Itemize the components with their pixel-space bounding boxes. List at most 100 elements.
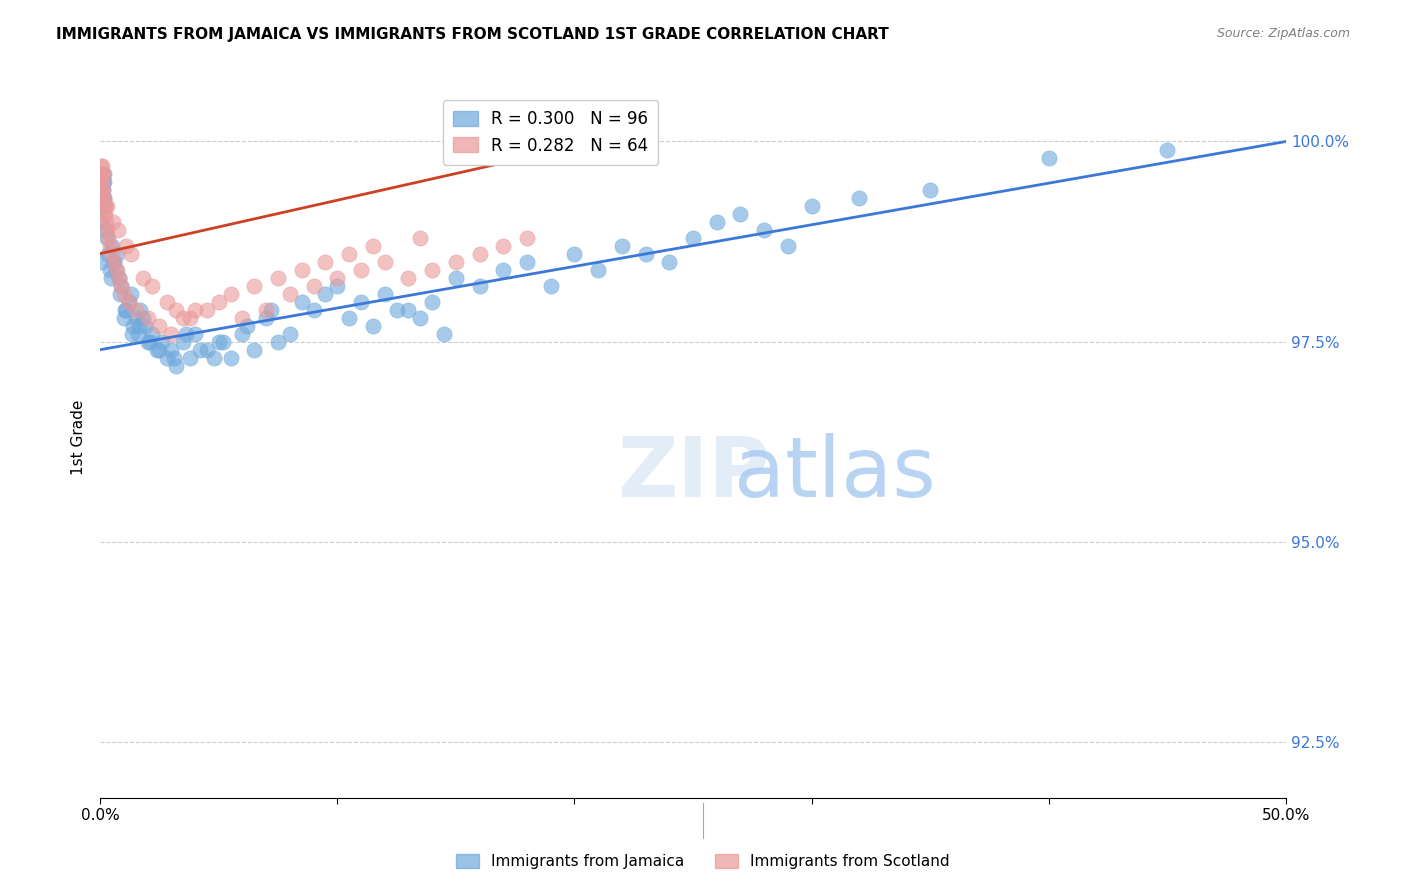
Immigrants from Scotland — [120, 246, 142, 260]
Immigrants from Scotland — [91, 175, 114, 189]
Immigrants from Jamaica — [658, 254, 681, 268]
Immigrants from Jamaica — [90, 214, 112, 228]
Immigrants from Scotland — [326, 270, 349, 285]
Immigrants from Scotland — [420, 262, 443, 277]
Immigrants from Jamaica — [93, 167, 115, 181]
Immigrants from Jamaica — [122, 318, 145, 333]
Immigrants from Scotland — [91, 167, 114, 181]
Immigrants from Scotland — [132, 270, 155, 285]
Immigrants from Jamaica — [90, 254, 112, 268]
Immigrants from Jamaica — [91, 175, 114, 189]
Immigrants from Jamaica — [1156, 143, 1178, 157]
Immigrants from Jamaica — [254, 310, 277, 325]
Immigrants from Scotland — [93, 206, 115, 220]
Immigrants from Scotland — [125, 302, 148, 317]
Immigrants from Jamaica — [104, 262, 127, 277]
Immigrants from Scotland — [179, 310, 201, 325]
Immigrants from Jamaica — [172, 334, 194, 349]
Immigrants from Jamaica — [114, 302, 136, 317]
Immigrants from Jamaica — [184, 326, 207, 341]
Immigrants from Scotland — [108, 270, 131, 285]
Legend: R = 0.300   N = 96, R = 0.282   N = 64: R = 0.300 N = 96, R = 0.282 N = 64 — [443, 100, 658, 164]
Immigrants from Scotland — [97, 230, 120, 244]
Immigrants from Jamaica — [433, 326, 456, 341]
Immigrants from Scotland — [361, 238, 384, 252]
Immigrants from Jamaica — [97, 246, 120, 260]
Immigrants from Jamaica — [91, 198, 114, 212]
Immigrants from Scotland — [409, 230, 432, 244]
Immigrants from Jamaica — [516, 254, 538, 268]
Immigrants from Jamaica — [148, 343, 170, 357]
Immigrants from Jamaica — [326, 278, 349, 293]
Immigrants from Jamaica — [179, 351, 201, 365]
Immigrants from Scotland — [117, 294, 139, 309]
Immigrants from Scotland — [231, 310, 253, 325]
Immigrants from Jamaica — [350, 294, 373, 309]
Immigrants from Jamaica — [163, 351, 186, 365]
Immigrants from Jamaica — [236, 318, 259, 333]
Immigrants from Scotland — [96, 198, 118, 212]
Immigrants from Scotland — [148, 318, 170, 333]
Immigrants from Jamaica — [127, 326, 149, 341]
Immigrants from Jamaica — [91, 190, 114, 204]
Immigrants from Jamaica — [1038, 151, 1060, 165]
Immigrants from Scotland — [468, 246, 491, 260]
Immigrants from Scotland — [90, 167, 112, 181]
Immigrants from Jamaica — [132, 310, 155, 325]
Immigrants from Scotland — [98, 238, 121, 252]
Immigrants from Scotland — [337, 246, 360, 260]
Immigrants from Jamaica — [155, 351, 177, 365]
Immigrants from Jamaica — [150, 334, 173, 349]
Immigrants from Jamaica — [108, 270, 131, 285]
Immigrants from Jamaica — [128, 318, 150, 333]
Immigrants from Scotland — [90, 167, 112, 181]
Immigrants from Scotland — [115, 238, 138, 252]
Immigrants from Jamaica — [564, 246, 586, 260]
Immigrants from Scotland — [160, 326, 183, 341]
Immigrants from Jamaica — [91, 182, 114, 196]
Immigrants from Jamaica — [682, 230, 704, 244]
Immigrants from Scotland — [172, 310, 194, 325]
Immigrants from Scotland — [110, 278, 132, 293]
Immigrants from Jamaica — [468, 278, 491, 293]
Immigrants from Scotland — [101, 246, 124, 260]
Immigrants from Scotland — [107, 222, 129, 236]
Immigrants from Scotland — [302, 278, 325, 293]
Immigrants from Jamaica — [105, 246, 128, 260]
Immigrants from Scotland — [492, 238, 515, 252]
Immigrants from Jamaica — [754, 222, 776, 236]
Legend: Immigrants from Jamaica, Immigrants from Scotland: Immigrants from Jamaica, Immigrants from… — [450, 848, 956, 875]
Immigrants from Jamaica — [134, 318, 156, 333]
Immigrants from Scotland — [278, 286, 301, 301]
Immigrants from Jamaica — [125, 310, 148, 325]
Immigrants from Jamaica — [174, 326, 197, 341]
Immigrants from Scotland — [141, 278, 163, 293]
Immigrants from Jamaica — [260, 302, 283, 317]
Text: IMMIGRANTS FROM JAMAICA VS IMMIGRANTS FROM SCOTLAND 1ST GRADE CORRELATION CHART: IMMIGRANTS FROM JAMAICA VS IMMIGRANTS FR… — [56, 27, 889, 42]
Immigrants from Scotland — [314, 254, 336, 268]
Immigrants from Scotland — [90, 175, 112, 189]
Immigrants from Jamaica — [730, 206, 752, 220]
Immigrants from Scotland — [90, 190, 112, 204]
Immigrants from Jamaica — [96, 230, 118, 244]
Immigrants from Jamaica — [188, 343, 211, 357]
Immigrants from Scotland — [103, 254, 125, 268]
Immigrants from Jamaica — [540, 278, 562, 293]
Text: Source: ZipAtlas.com: Source: ZipAtlas.com — [1216, 27, 1350, 40]
Immigrants from Jamaica — [136, 334, 159, 349]
Immigrants from Jamaica — [101, 254, 124, 268]
Immigrants from Jamaica — [110, 286, 132, 301]
Immigrants from Scotland — [374, 254, 396, 268]
Immigrants from Scotland — [254, 302, 277, 317]
Immigrants from Jamaica — [93, 190, 115, 204]
Immigrants from Jamaica — [101, 238, 124, 252]
Immigrants from Scotland — [94, 198, 117, 212]
Immigrants from Jamaica — [110, 278, 132, 293]
Immigrants from Scotland — [90, 159, 112, 173]
Immigrants from Jamaica — [586, 262, 609, 277]
Immigrants from Scotland — [93, 190, 115, 204]
Immigrants from Scotland — [136, 310, 159, 325]
Immigrants from Jamaica — [361, 318, 384, 333]
Y-axis label: 1st Grade: 1st Grade — [72, 401, 86, 475]
Immigrants from Jamaica — [314, 286, 336, 301]
